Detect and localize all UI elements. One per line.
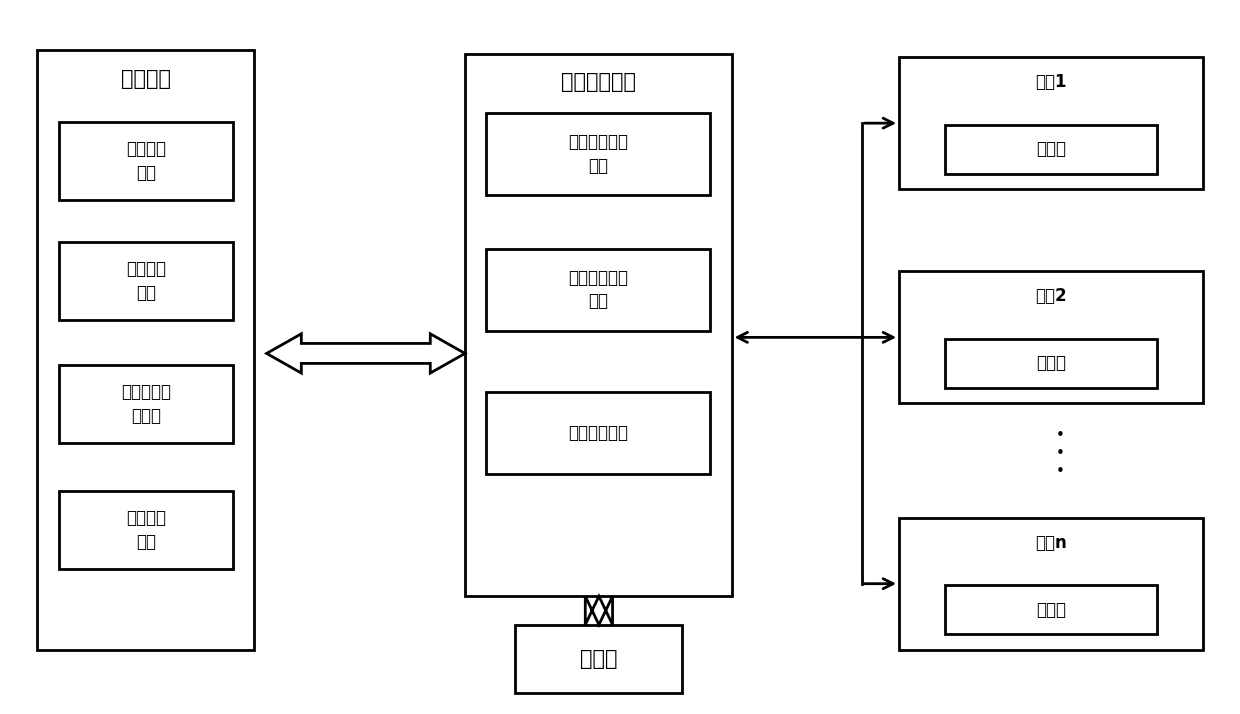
Text: 基线规则匹配
模块: 基线规则匹配 模块 — [568, 133, 629, 175]
Text: 任务查看
页面: 任务查看 页面 — [125, 260, 166, 302]
Bar — [945, 339, 1157, 388]
Bar — [60, 365, 233, 443]
Bar — [60, 241, 233, 320]
Polygon shape — [267, 334, 465, 373]
Bar — [899, 271, 1203, 403]
Bar — [486, 248, 711, 331]
Bar — [60, 121, 233, 200]
Text: 基线规则筛选
模块: 基线规则筛选 模块 — [568, 268, 629, 311]
Text: 前端页面: 前端页面 — [120, 69, 171, 89]
Bar — [486, 392, 711, 474]
Text: •: • — [1055, 463, 1065, 479]
Bar — [945, 585, 1157, 634]
Bar — [899, 518, 1203, 650]
Text: 任务下发模块: 任务下发模块 — [568, 424, 629, 443]
Bar — [465, 54, 732, 596]
Text: 主机2: 主机2 — [1035, 287, 1066, 306]
Text: 主机1: 主机1 — [1035, 73, 1066, 91]
Text: 数据库: 数据库 — [579, 648, 618, 669]
Bar — [486, 113, 711, 195]
Text: 客户端: 客户端 — [1035, 140, 1066, 159]
Text: •: • — [1055, 446, 1065, 461]
Bar — [945, 125, 1157, 174]
Text: 客户端: 客户端 — [1035, 600, 1066, 619]
Bar — [60, 491, 233, 569]
Text: 主机n: 主机n — [1035, 533, 1066, 552]
Text: 集中管理平台: 集中管理平台 — [560, 72, 636, 92]
Bar — [899, 57, 1203, 189]
Text: 报表创建
页面: 报表创建 页面 — [125, 509, 166, 550]
Text: •: • — [1055, 428, 1065, 443]
Polygon shape — [585, 596, 613, 625]
Text: 客户端: 客户端 — [1035, 354, 1066, 373]
Bar — [515, 625, 682, 693]
Bar — [37, 50, 254, 650]
Text: 评估检查结
果页面: 评估检查结 果页面 — [120, 383, 171, 425]
Text: 任务创建
页面: 任务创建 页面 — [125, 140, 166, 182]
